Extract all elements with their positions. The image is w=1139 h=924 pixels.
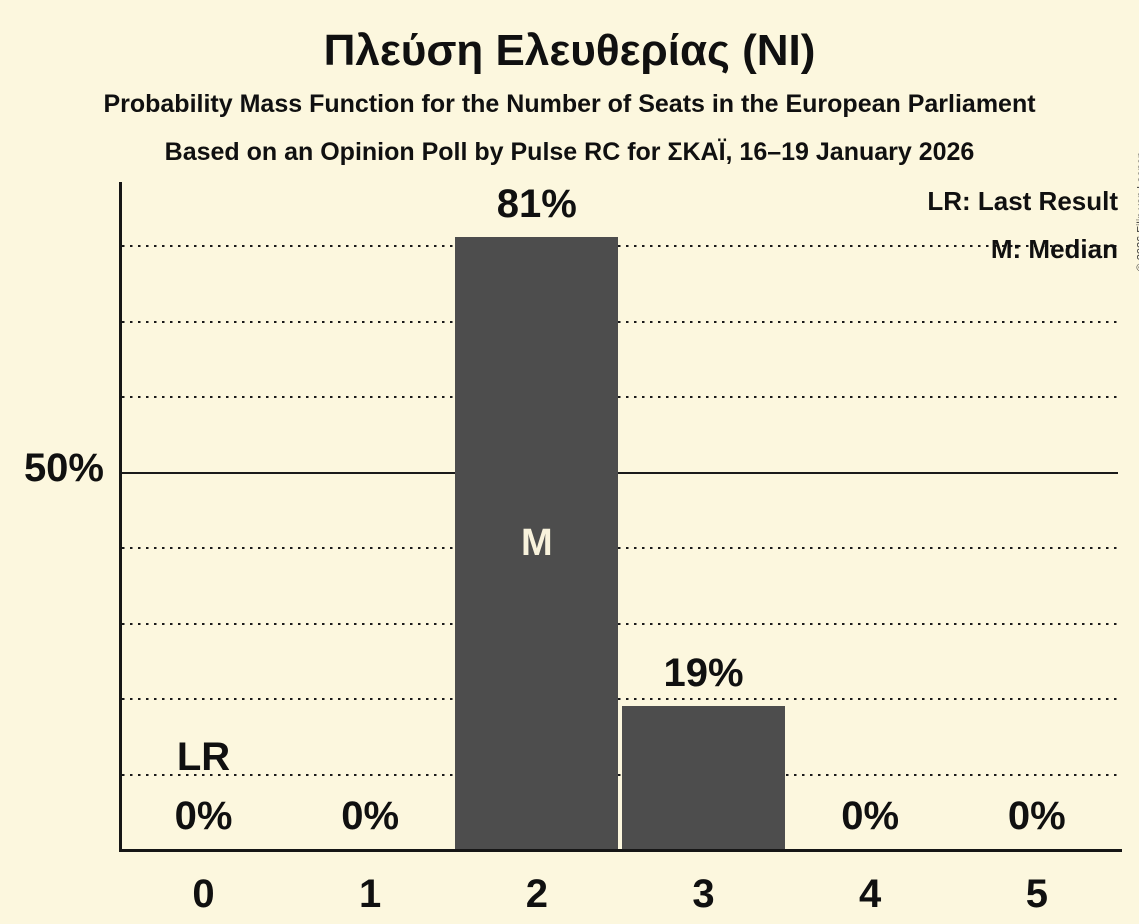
bar-value-label-3: 19%	[663, 650, 744, 695]
gridline-dotted-30	[122, 622, 1118, 625]
x-tick-label-2: 2	[525, 872, 548, 916]
x-tick-label-0: 0	[192, 872, 215, 916]
bar-value-label-5: 0%	[1007, 794, 1066, 838]
gridline-solid-50	[122, 471, 1118, 474]
y-axis-line	[119, 182, 122, 852]
bar-value-label-4: 0%	[841, 794, 900, 838]
gridline-dotted-20	[122, 698, 1118, 700]
x-tick-label-5: 5	[1025, 872, 1048, 916]
last-result-marker-label: LR	[176, 735, 231, 779]
bar-seat-2	[455, 237, 618, 849]
gridline-dotted-80	[122, 245, 1118, 247]
plot-area	[120, 182, 1120, 849]
bar-value-label-1: 0%	[341, 794, 400, 838]
gridline-dotted-60	[122, 396, 1118, 398]
median-marker-label: M	[521, 522, 553, 565]
bar-seat-3	[622, 705, 785, 849]
x-tick-label-4: 4	[859, 872, 882, 916]
gridline-dotted-40	[122, 547, 1118, 549]
chart-title: Πλεύση Ελευθερίας (NI)	[323, 26, 816, 75]
bar-value-label-0: 0%	[174, 794, 233, 838]
chart-poll-source: Based on an Opinion Poll by Pulse RC for…	[164, 138, 975, 166]
legend-last-result: LR: Last Result	[927, 186, 1118, 216]
legend-median: M: Median	[990, 234, 1118, 264]
bar-value-label-2: 81%	[496, 182, 577, 227]
gridline-dotted-70	[122, 320, 1118, 323]
x-axis-line	[119, 849, 1122, 852]
y-axis-tick-label: 50%	[23, 446, 104, 490]
x-tick-label-3: 3	[692, 872, 715, 916]
copyright-notice: © 2026 Filip van Laenen	[1135, 152, 1139, 271]
chart-subtitle: Probability Mass Function for the Number…	[103, 90, 1036, 118]
gridline-dotted-10	[122, 773, 1118, 776]
x-tick-label-1: 1	[359, 872, 382, 916]
